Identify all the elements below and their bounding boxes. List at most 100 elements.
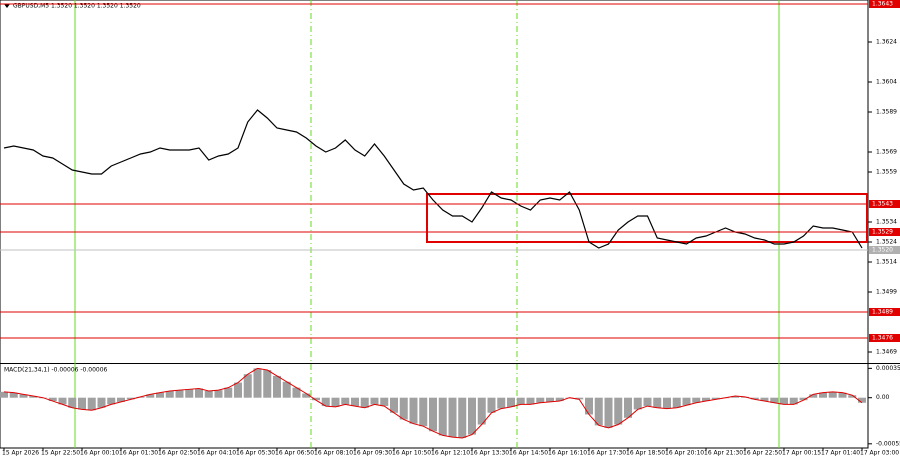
signal-line (3, 367, 863, 439)
histogram-bar (19, 394, 28, 398)
level-label: 1.3643 (872, 1, 893, 8)
histogram-bar (107, 397, 116, 405)
x-tick-label: 16 Apr 13:30 (470, 450, 509, 457)
histogram-bar (672, 397, 681, 408)
histogram-bar (702, 397, 710, 402)
histogram-bar (643, 397, 652, 407)
histogram-bar (731, 396, 740, 398)
histogram-bar (663, 397, 671, 409)
histogram-bar (585, 397, 593, 415)
histogram-bar (29, 396, 38, 398)
menu-triangle (4, 4, 10, 8)
y-tick-label: 0.00035 (876, 365, 900, 372)
y-tick-label: 1.3514 (876, 259, 897, 266)
x-tick-label: 16 Apr 17:30 (587, 450, 626, 457)
histogram-bar (448, 397, 457, 438)
level-label: 1.3476 (872, 335, 893, 342)
histogram-bar (97, 397, 106, 408)
histogram-bar (185, 389, 194, 398)
histogram-bar (828, 391, 837, 398)
x-tick-label: 16 Apr 08:10 (314, 450, 353, 457)
histogram-bar (760, 397, 769, 402)
histogram-bar (165, 390, 174, 398)
histogram-bar (477, 397, 486, 425)
y-tick-label: 1.3624 (876, 39, 897, 46)
level-label-bg (869, 308, 900, 316)
y-tick-label: 1.3604 (876, 79, 897, 86)
histogram-bar (331, 397, 340, 407)
y-tick-label: 1.3534 (876, 219, 897, 226)
level-label: 1.3489 (872, 309, 893, 316)
histogram-bar (156, 392, 164, 398)
histogram-bar (692, 397, 701, 403)
histogram-bar (195, 388, 203, 398)
y-tick-label: 0.00 (876, 394, 890, 401)
x-tick-label: 16 Apr 02:50 (158, 450, 197, 457)
histogram-bar (68, 397, 77, 408)
histogram-bar (146, 394, 155, 398)
histogram-bar (360, 397, 369, 408)
histogram-bar (858, 397, 866, 403)
histogram-bar (789, 397, 798, 405)
x-tick-label: 17 Apr 03:00 (860, 450, 899, 457)
x-tick-label: 16 Apr 22:50 (743, 450, 782, 457)
histogram-bar (126, 397, 135, 400)
level-label-bg (869, 200, 900, 208)
y-tick-label: 1.3469 (876, 349, 897, 356)
histogram-bar (312, 397, 320, 401)
histogram-bar (526, 397, 535, 405)
chart-title: GBPUSD,M5 1.3520 1.3520 1.3520 1.3520 (13, 3, 141, 10)
level-label-bg (869, 228, 900, 236)
x-tick-label: 15 Apr 2026 (2, 450, 39, 457)
histogram-bar (770, 397, 779, 403)
x-tick-label: 16 Apr 16:10 (548, 450, 587, 457)
histogram-bar (780, 397, 788, 405)
x-tick-label: 16 Apr 14:50 (509, 450, 548, 457)
histogram-bar (370, 397, 379, 405)
histogram-bar (555, 397, 564, 402)
histogram-bar (9, 392, 18, 398)
histogram-bar (711, 397, 720, 400)
level-label-bg (869, 334, 900, 342)
histogram-bar (799, 397, 808, 401)
histogram-bar (234, 382, 242, 398)
x-tick-label: 16 Apr 12:10 (431, 450, 470, 457)
histogram-bar (682, 397, 691, 406)
histogram-bar (224, 387, 233, 398)
plot-frame (0, 0, 869, 449)
histogram-bar (536, 397, 545, 403)
histogram-bar (633, 397, 642, 410)
histogram-bar (175, 390, 184, 398)
histogram-bar (487, 397, 496, 413)
x-tick-label: 16 Apr 10:50 (392, 450, 431, 457)
histogram-bar (838, 392, 847, 398)
histogram-bar (507, 397, 515, 407)
histogram-bar (438, 397, 447, 436)
x-tick-label: 16 Apr 00:10 (80, 450, 119, 457)
level-label: 1.3543 (872, 201, 893, 208)
histogram-bar (594, 397, 603, 426)
histogram-bar (750, 397, 759, 400)
x-tick-label: 16 Apr 20:10 (665, 450, 704, 457)
histogram-bar (516, 397, 525, 405)
histogram-bar (399, 397, 408, 420)
histogram-bar (848, 395, 857, 398)
x-tick-label: 15 Apr 22:50 (41, 450, 80, 457)
histogram-bar (243, 374, 252, 398)
x-tick-label: 16 Apr 09:30 (353, 450, 392, 457)
histogram-bar (497, 397, 506, 409)
histogram-bar (604, 397, 613, 428)
histogram-bar (819, 392, 827, 398)
histogram-bar (292, 387, 301, 398)
y-tick-label: -0.00055 (876, 440, 900, 447)
current-price-bg (869, 246, 900, 254)
histogram-bar (282, 381, 291, 398)
x-tick-label: 17 Apr 00:15 (782, 450, 821, 457)
histogram-bar (575, 397, 584, 400)
x-tick-label: 16 Apr 18:50 (626, 450, 665, 457)
histogram-bar (253, 368, 262, 398)
histogram-bar (409, 397, 418, 424)
histogram-bar (48, 397, 57, 402)
histogram-bar (429, 397, 437, 432)
